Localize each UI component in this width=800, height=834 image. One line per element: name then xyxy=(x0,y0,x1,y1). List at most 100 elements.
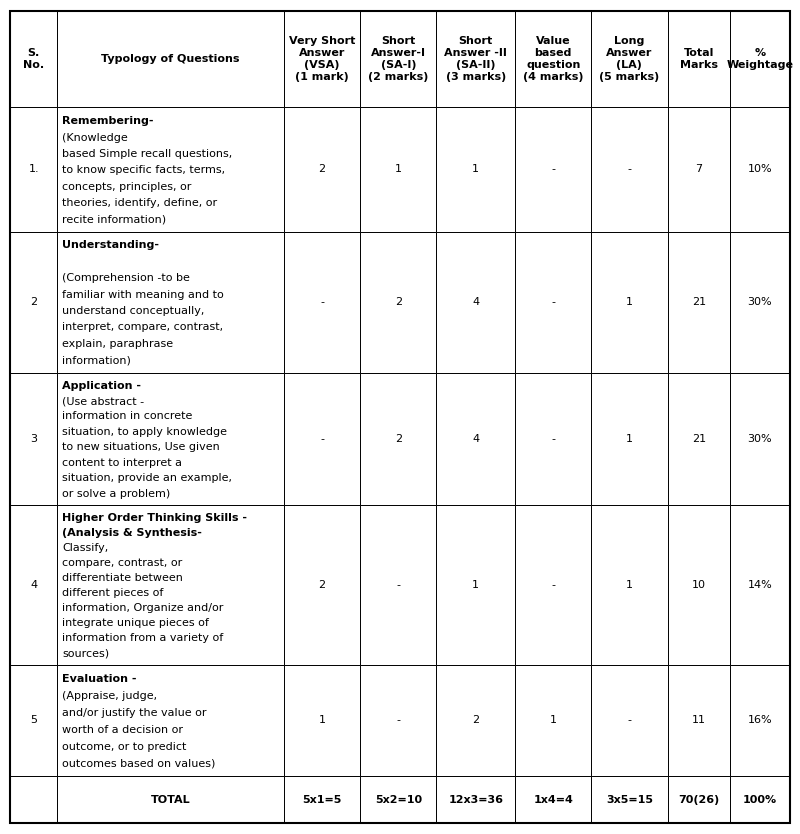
Text: 1: 1 xyxy=(394,164,402,174)
Bar xyxy=(730,776,790,823)
Text: information in concrete: information in concrete xyxy=(62,411,192,421)
Text: Higher Order Thinking Skills -: Higher Order Thinking Skills - xyxy=(62,513,247,523)
Text: 1x4=4: 1x4=4 xyxy=(534,795,573,805)
Text: 100%: 100% xyxy=(742,795,777,805)
Text: outcome, or to predict: outcome, or to predict xyxy=(62,741,186,751)
Text: situation, provide an example,: situation, provide an example, xyxy=(62,473,232,483)
Bar xyxy=(667,108,730,232)
Bar xyxy=(10,505,57,665)
Text: outcomes based on values): outcomes based on values) xyxy=(62,758,215,768)
Bar xyxy=(57,665,284,776)
Bar xyxy=(10,373,57,505)
Text: 5x2=10: 5x2=10 xyxy=(374,795,422,805)
Text: Remembering-: Remembering- xyxy=(62,116,158,126)
Bar xyxy=(515,232,591,373)
Text: 2: 2 xyxy=(472,716,479,726)
Bar xyxy=(57,776,284,823)
Bar xyxy=(591,108,667,232)
Bar xyxy=(284,776,360,823)
Text: integrate unique pieces of: integrate unique pieces of xyxy=(62,618,209,628)
Bar xyxy=(730,11,790,108)
Text: different pieces of: different pieces of xyxy=(62,588,163,598)
Bar xyxy=(730,505,790,665)
Bar xyxy=(667,665,730,776)
Bar xyxy=(515,505,591,665)
Text: TOTAL: TOTAL xyxy=(150,795,190,805)
Text: 2: 2 xyxy=(318,164,326,174)
Bar xyxy=(667,776,730,823)
Bar xyxy=(730,232,790,373)
Bar xyxy=(360,11,436,108)
Bar xyxy=(591,776,667,823)
Bar xyxy=(436,108,515,232)
Text: -: - xyxy=(551,164,555,174)
Bar xyxy=(284,108,360,232)
Text: to new situations, Use given: to new situations, Use given xyxy=(62,442,220,452)
Text: 12x3=36: 12x3=36 xyxy=(448,795,503,805)
Text: based Simple recall questions,: based Simple recall questions, xyxy=(62,149,232,159)
Bar xyxy=(284,665,360,776)
Text: theories, identify, define, or: theories, identify, define, or xyxy=(62,198,217,208)
Text: 11: 11 xyxy=(692,716,706,726)
Text: 70(26): 70(26) xyxy=(678,795,719,805)
Text: situation, to apply knowledge: situation, to apply knowledge xyxy=(62,427,227,437)
Text: (Analysis & Synthesis-: (Analysis & Synthesis- xyxy=(62,528,206,538)
Bar xyxy=(667,232,730,373)
Text: 30%: 30% xyxy=(747,434,772,444)
Text: Classify,: Classify, xyxy=(62,543,108,553)
Text: Total
Marks: Total Marks xyxy=(680,48,718,70)
Text: -: - xyxy=(320,434,324,444)
Bar xyxy=(360,776,436,823)
Text: to know specific facts, terms,: to know specific facts, terms, xyxy=(62,165,225,175)
Bar xyxy=(284,11,360,108)
Text: Long
Answer
(LA)
(5 marks): Long Answer (LA) (5 marks) xyxy=(599,36,659,82)
Text: Application -: Application - xyxy=(62,380,145,390)
Text: information, Organize and/or: information, Organize and/or xyxy=(62,603,223,613)
Text: 2: 2 xyxy=(394,297,402,307)
Text: familiar with meaning and to: familiar with meaning and to xyxy=(62,289,224,299)
Text: S.
No.: S. No. xyxy=(23,48,44,70)
Text: 10: 10 xyxy=(692,580,706,590)
Text: Very Short
Answer
(VSA)
(1 mark): Very Short Answer (VSA) (1 mark) xyxy=(289,36,355,82)
Bar xyxy=(10,665,57,776)
Bar xyxy=(515,373,591,505)
Bar xyxy=(436,11,515,108)
Text: differentiate between: differentiate between xyxy=(62,573,183,583)
Text: 30%: 30% xyxy=(747,297,772,307)
Text: -: - xyxy=(551,434,555,444)
Text: 1: 1 xyxy=(626,297,633,307)
Bar xyxy=(667,11,730,108)
Text: Evaluation -: Evaluation - xyxy=(62,674,140,684)
Text: concepts, principles, or: concepts, principles, or xyxy=(62,182,191,192)
Text: 10%: 10% xyxy=(747,164,772,174)
Text: recite information): recite information) xyxy=(62,214,166,224)
Text: -: - xyxy=(551,580,555,590)
Text: 4: 4 xyxy=(472,434,479,444)
Text: 1: 1 xyxy=(626,434,633,444)
Bar xyxy=(284,373,360,505)
Text: 4: 4 xyxy=(472,297,479,307)
Bar xyxy=(360,373,436,505)
Bar xyxy=(436,505,515,665)
Text: worth of a decision or: worth of a decision or xyxy=(62,725,183,735)
Text: 1: 1 xyxy=(626,580,633,590)
Bar xyxy=(730,108,790,232)
Text: 2: 2 xyxy=(394,434,402,444)
Bar xyxy=(591,665,667,776)
Text: understand conceptually,: understand conceptually, xyxy=(62,306,204,316)
Bar xyxy=(10,776,57,823)
Text: 1.: 1. xyxy=(29,164,39,174)
Text: -: - xyxy=(396,580,400,590)
Bar xyxy=(284,232,360,373)
Text: -: - xyxy=(627,164,631,174)
Bar xyxy=(591,505,667,665)
Text: -: - xyxy=(627,716,631,726)
Text: 7: 7 xyxy=(695,164,702,174)
Text: information): information) xyxy=(62,355,131,365)
Text: Short
Answer -II
(SA-II)
(3 marks): Short Answer -II (SA-II) (3 marks) xyxy=(444,36,507,82)
Bar xyxy=(436,665,515,776)
Text: (Knowledge: (Knowledge xyxy=(62,133,128,143)
Text: (Use abstract -: (Use abstract - xyxy=(62,396,144,406)
Text: 1: 1 xyxy=(318,716,326,726)
Text: 21: 21 xyxy=(692,297,706,307)
